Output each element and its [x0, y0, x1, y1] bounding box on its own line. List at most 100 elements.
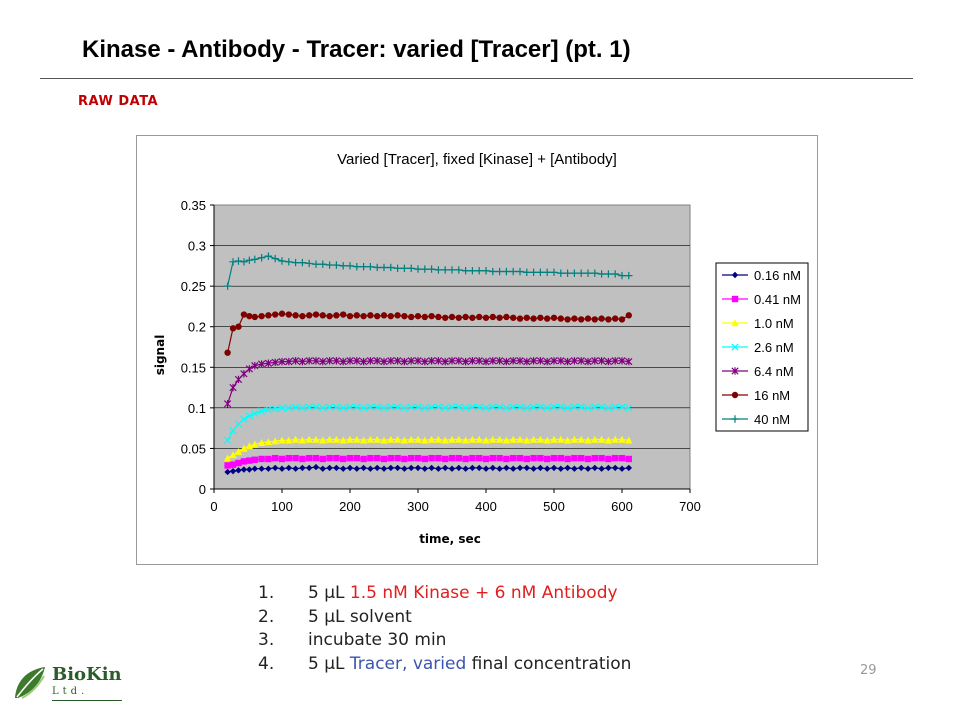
data-point [495, 435, 504, 443]
data-point [516, 464, 524, 472]
data-point [489, 403, 497, 411]
data-point [393, 403, 402, 411]
data-point [598, 465, 605, 472]
data-point [235, 459, 242, 467]
data-point [442, 455, 449, 463]
slide-title: Kinase - Antibody - Tracer: varied [Trac… [82, 36, 631, 63]
data-point [414, 357, 422, 365]
data-point [503, 455, 510, 463]
data-point [401, 465, 408, 472]
data-point [325, 261, 334, 269]
data-point [240, 466, 248, 473]
data-point [468, 403, 477, 411]
data-point [489, 357, 497, 365]
data-point [557, 435, 565, 443]
data-point [359, 262, 368, 271]
data-point [332, 357, 341, 365]
data-point [380, 436, 388, 444]
data-point [285, 464, 292, 472]
data-point [502, 404, 511, 412]
data-point [557, 357, 565, 365]
data-point [353, 262, 361, 271]
data-point [353, 403, 361, 411]
data-point [604, 404, 613, 412]
legend-marker [731, 367, 739, 375]
data-point [400, 264, 409, 272]
data-point [584, 455, 592, 463]
data-point [442, 314, 449, 321]
data-point [461, 404, 470, 412]
data-point [305, 259, 313, 268]
data-point [278, 465, 286, 472]
data-point [251, 409, 259, 418]
data-point [319, 357, 327, 366]
legend-label: 40 nM [754, 412, 790, 427]
line-chart: Varied [Tracer], fixed [Kinase] + [Antib… [153, 151, 809, 546]
data-point [428, 464, 435, 472]
data-point [291, 258, 300, 267]
data-point [257, 360, 266, 368]
data-point [421, 436, 429, 444]
data-point [482, 357, 490, 366]
data-point [544, 315, 551, 322]
data-point [469, 314, 476, 321]
data-point [421, 313, 428, 321]
data-point [427, 265, 436, 273]
data-point [489, 454, 496, 462]
data-point [285, 311, 292, 318]
data-point [591, 269, 599, 277]
step-text: incubate 30 min [308, 630, 447, 650]
data-point [604, 436, 613, 444]
data-point [240, 444, 248, 452]
data-point [537, 464, 544, 472]
data-point [319, 312, 326, 319]
data-point [271, 437, 279, 445]
data-point [408, 454, 415, 462]
data-point [407, 403, 415, 411]
data-point [312, 454, 320, 462]
data-point [550, 454, 558, 462]
y-tick-label: 0.05 [181, 441, 206, 456]
x-tick-label: 100 [271, 499, 293, 514]
data-point [223, 436, 232, 444]
step-item: 1. 5 μL 1.5 nM Kinase + 6 nM Antibody [258, 582, 631, 606]
data-point [489, 313, 496, 321]
data-point [305, 435, 313, 443]
data-point [482, 314, 490, 321]
data-point [523, 314, 530, 321]
data-point [278, 257, 286, 265]
legend-marker [731, 415, 739, 423]
data-point [278, 404, 286, 412]
data-point [285, 404, 293, 412]
x-tick-label: 400 [475, 499, 497, 514]
data-point [523, 357, 531, 366]
data-point [529, 435, 538, 443]
data-point [604, 270, 613, 278]
data-point [229, 325, 237, 332]
data-point [598, 315, 605, 322]
data-point [414, 454, 422, 462]
data-point [618, 454, 626, 462]
legend-marker [731, 343, 739, 351]
data-point [455, 464, 462, 472]
data-point [339, 436, 347, 444]
data-point [611, 435, 619, 443]
data-point [578, 316, 585, 323]
data-point [319, 436, 327, 444]
data-point [597, 403, 606, 411]
data-point [246, 466, 253, 473]
data-point [516, 403, 524, 411]
data-point [475, 435, 483, 443]
data-point [298, 357, 307, 366]
data-point [353, 357, 361, 365]
data-point [285, 258, 293, 266]
y-tick-label: 0.3 [188, 239, 206, 254]
data-point [577, 435, 585, 443]
title-divider [40, 78, 913, 79]
data-point [563, 357, 572, 366]
data-point [598, 454, 605, 462]
data-point [245, 365, 253, 373]
data-point [223, 282, 232, 290]
data-point [299, 312, 306, 320]
data-point [258, 312, 265, 320]
